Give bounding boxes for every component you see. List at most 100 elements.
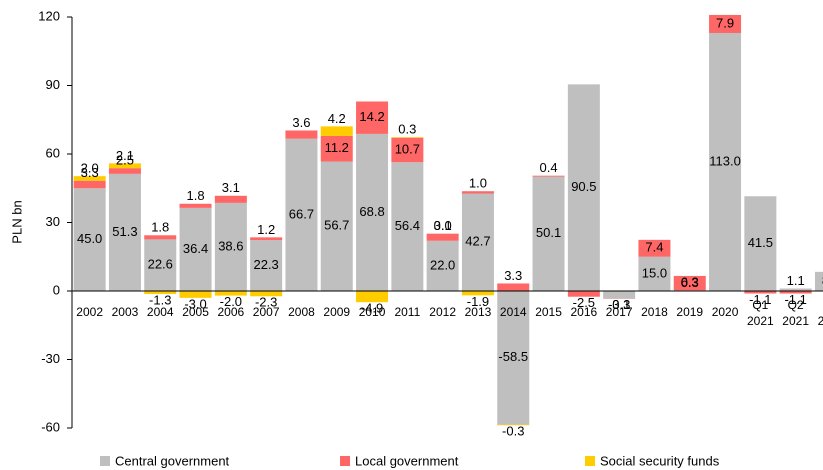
bar-segment: [532, 175, 565, 177]
x-tick-label: 2012: [429, 305, 456, 319]
legend-swatch: [585, 456, 595, 466]
value-label: 2.0: [81, 161, 99, 176]
value-label: 22.6: [148, 257, 173, 272]
value-label: 68.8: [359, 204, 384, 219]
y-axis-title: PLN bn: [9, 200, 24, 243]
x-tick-label: Q1 2021: [747, 298, 774, 328]
bar-segment: [285, 138, 318, 291]
bar-segment: [108, 163, 141, 169]
x-tick-label: 2017: [606, 305, 633, 319]
bar-segment: [391, 162, 424, 291]
bar-segment: [73, 176, 106, 181]
value-label: 3.3: [81, 165, 99, 180]
value-label: 14.2: [359, 109, 384, 124]
bar-segment: [108, 173, 141, 291]
bar-segment: [744, 196, 777, 291]
legend-label: Social security funds: [600, 453, 720, 468]
bar-segment: [320, 161, 353, 291]
y-tick-label: 30: [46, 214, 60, 229]
legend-swatch: [340, 456, 350, 466]
value-label: 3.1: [434, 218, 452, 233]
bar-segment: [73, 188, 106, 291]
bar-segment: [603, 291, 636, 299]
value-label: 15.0: [642, 265, 667, 280]
value-label: 0.3: [398, 122, 416, 137]
x-tick-label: 2020: [712, 305, 739, 319]
bar-segment: [320, 126, 353, 136]
legend-label: Central government: [115, 453, 230, 468]
y-tick-label: 0: [53, 282, 60, 297]
value-label: 2.1: [116, 148, 134, 163]
y-tick-label: 60: [46, 145, 60, 160]
value-label: 11.2: [325, 140, 349, 155]
value-label: 7.4: [645, 240, 663, 255]
value-label: -3.3: [608, 297, 630, 312]
value-label: 113.0: [709, 153, 741, 168]
x-tick-label: 2011: [394, 305, 420, 319]
y-tick-label: 120: [38, 8, 60, 23]
value-label: 1.8: [151, 220, 169, 235]
bar-segment: [391, 137, 424, 138]
bar-segment: [108, 168, 141, 174]
y-tick-label: -30: [41, 351, 60, 366]
legend-swatch: [100, 456, 110, 466]
value-label: 0.4: [540, 160, 558, 175]
bar-segment: [779, 288, 812, 291]
value-label: 42.7: [465, 234, 490, 249]
bar-segment: [426, 240, 459, 291]
value-label: 66.7: [289, 206, 314, 221]
value-label: 8.4: [822, 273, 823, 288]
value-label: 22.3: [253, 257, 278, 272]
value-label: -0.3: [502, 424, 524, 439]
bar-segment: [461, 193, 494, 291]
bar-segment: [144, 291, 177, 294]
value-label: -3.0: [184, 296, 206, 311]
value-label: 38.6: [218, 238, 243, 253]
x-tick-label: 2007: [253, 305, 280, 319]
value-label: 0.3: [681, 275, 699, 290]
bar-segment: [179, 207, 212, 291]
value-label: 50.1: [536, 225, 561, 240]
legend-label: Local government: [355, 453, 459, 468]
value-label: 36.4: [183, 241, 208, 256]
bar-segment: [744, 291, 777, 294]
value-label: 1.0: [469, 176, 487, 191]
value-label: -2.0: [220, 294, 242, 309]
bar-segment: [144, 235, 177, 240]
x-tick-label: 2016: [570, 305, 597, 319]
value-label: 3.1: [222, 180, 240, 195]
bar-segment: [320, 135, 353, 162]
value-label: 6.3: [681, 275, 699, 290]
value-label: 2.5: [116, 153, 134, 168]
value-label: 10.7: [395, 141, 420, 156]
bar-segment: [461, 191, 494, 194]
bar-segment: [391, 137, 424, 163]
bar-segment: [497, 291, 530, 425]
value-label: 51.3: [112, 224, 137, 239]
x-tick-label: 2018: [641, 305, 668, 319]
bar-segment: [73, 180, 106, 189]
bar-segment: [356, 291, 389, 303]
bar-segment: [144, 239, 177, 291]
value-label: 3.3: [504, 268, 522, 283]
bar-segment: [179, 203, 212, 208]
x-tick-label: 2004: [147, 305, 174, 319]
bar-segment: [250, 291, 283, 297]
bar-segment: [638, 256, 671, 291]
bar-segment: [567, 84, 600, 291]
y-tick-label: 90: [46, 77, 60, 92]
y-tick-label: -60: [41, 419, 60, 434]
value-label: -0.1: [608, 297, 630, 312]
value-label: -2.3: [255, 295, 277, 310]
value-label: 45.0: [77, 231, 102, 246]
x-tick-label: 2005: [182, 305, 209, 319]
x-tick-label: Q32021: [818, 298, 823, 328]
x-tick-label: 2014: [500, 305, 527, 319]
value-label: -58.5: [498, 349, 528, 364]
value-label: -1.1: [749, 292, 771, 307]
value-label: 56.4: [395, 218, 420, 233]
bar-segment: [250, 237, 283, 241]
value-label: 22.0: [430, 257, 455, 272]
bar-segment: [356, 101, 389, 134]
